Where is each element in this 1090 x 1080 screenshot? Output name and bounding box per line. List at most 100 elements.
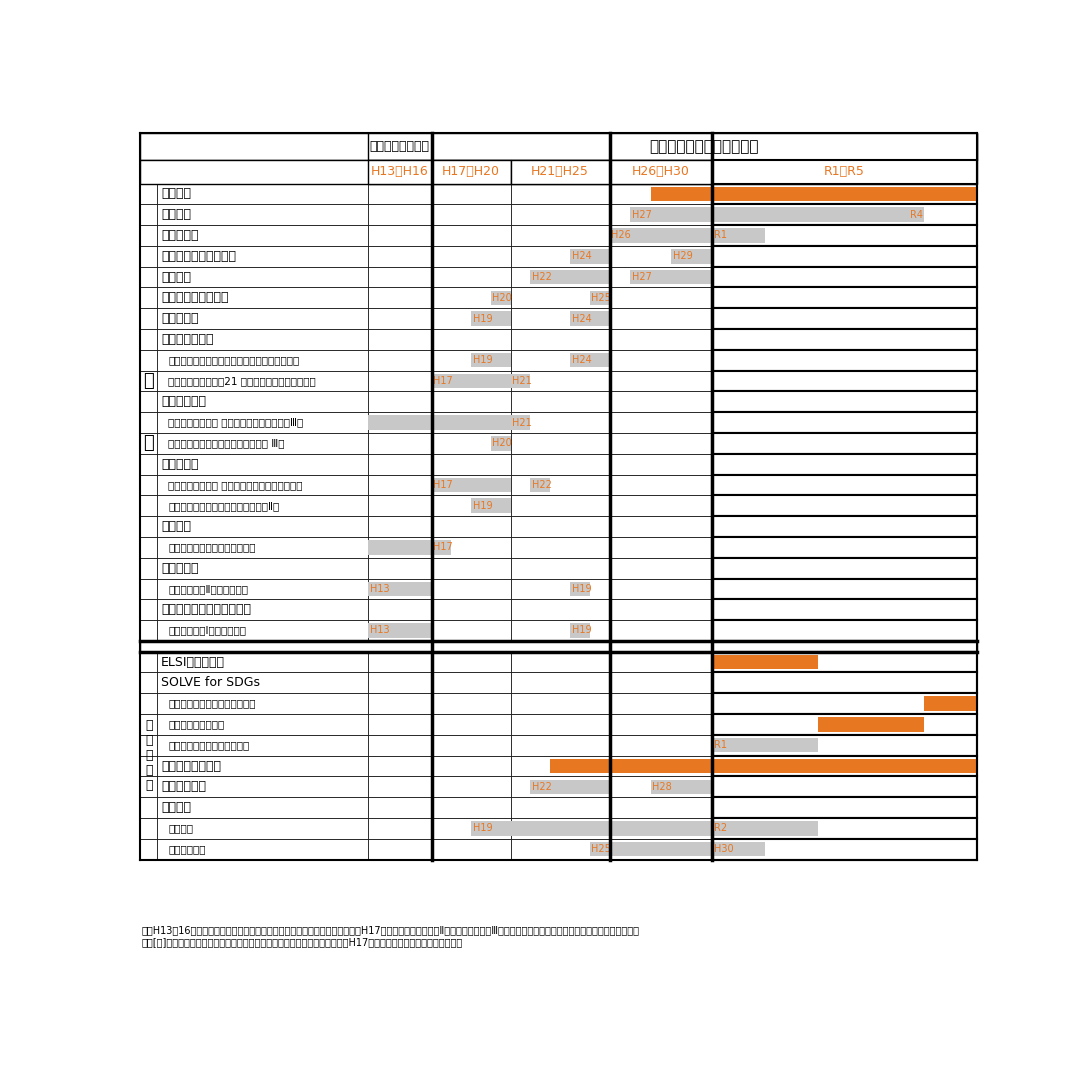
Bar xyxy=(141,433,157,454)
Bar xyxy=(712,308,977,329)
Bar xyxy=(157,777,368,797)
Bar xyxy=(712,413,977,433)
Bar xyxy=(712,228,765,243)
Bar xyxy=(141,433,977,454)
Bar xyxy=(368,714,432,734)
Bar xyxy=(609,579,712,599)
Text: 計画型研究開発［ミッションＰＧ Ⅲ］: 計画型研究開発［ミッションＰＧ Ⅲ］ xyxy=(168,438,284,448)
Bar xyxy=(141,797,157,818)
Bar xyxy=(609,184,712,204)
Bar xyxy=(368,579,432,599)
Bar xyxy=(141,246,977,267)
Bar xyxy=(712,673,977,693)
Bar xyxy=(510,329,609,350)
Bar xyxy=(712,693,977,714)
Bar xyxy=(157,204,368,225)
Bar xyxy=(510,287,609,308)
Bar xyxy=(609,777,712,797)
Bar xyxy=(712,207,924,222)
Bar xyxy=(368,161,432,184)
Bar xyxy=(432,797,510,818)
Bar xyxy=(141,474,157,496)
Bar xyxy=(630,270,712,284)
Bar xyxy=(141,516,157,537)
Text: 公募型研究開発　科学技術と社会の相互作用: 公募型研究開発 科学技術と社会の相互作用 xyxy=(168,355,300,365)
Text: H13～H16: H13～H16 xyxy=(371,165,428,178)
Text: H23: H23 xyxy=(552,761,571,771)
Bar xyxy=(157,818,368,839)
Bar xyxy=(712,537,977,557)
Bar xyxy=(531,270,609,284)
Bar xyxy=(712,756,977,777)
Bar xyxy=(651,780,712,794)
Text: H19: H19 xyxy=(473,313,493,324)
Text: H26～H30: H26～H30 xyxy=(632,165,690,178)
Bar xyxy=(141,329,977,350)
Bar xyxy=(712,620,977,640)
Bar xyxy=(368,557,432,579)
Text: R1～R5: R1～R5 xyxy=(824,165,865,178)
Bar xyxy=(157,620,368,640)
Text: 公募型研究開発　21 世紀の科学技術リテラシー: 公募型研究開発 21 世紀の科学技術リテラシー xyxy=(168,376,316,386)
Bar xyxy=(157,714,368,734)
Bar xyxy=(432,329,510,350)
Text: デジタルソーシャルトラスト: デジタルソーシャルトラスト xyxy=(168,699,255,708)
Text: H20: H20 xyxy=(493,293,512,302)
Bar xyxy=(712,391,977,413)
Bar xyxy=(510,391,609,413)
Bar xyxy=(609,537,712,557)
Text: SOLVE for SDGs: SOLVE for SDGs xyxy=(161,676,261,689)
Bar xyxy=(141,161,977,184)
Text: ミッションＰＧＩ（計画型）: ミッションＰＧＩ（計画型） xyxy=(168,542,255,552)
Bar xyxy=(141,184,157,204)
Bar xyxy=(510,161,609,184)
Bar xyxy=(609,370,712,391)
Text: シナリオ・ソリューション: シナリオ・ソリューション xyxy=(168,740,250,751)
Bar xyxy=(141,308,977,329)
Text: R4: R4 xyxy=(909,210,922,219)
Bar xyxy=(368,623,432,638)
Bar xyxy=(712,579,977,599)
Text: 脳科学と社会: 脳科学と社会 xyxy=(161,395,206,408)
Bar xyxy=(157,308,368,329)
Bar xyxy=(609,329,712,350)
Text: H17: H17 xyxy=(433,542,452,552)
Bar xyxy=(510,777,609,797)
Bar xyxy=(609,496,712,516)
Bar xyxy=(671,249,712,264)
Bar xyxy=(157,370,368,391)
Bar xyxy=(141,797,977,818)
Text: 循環型社会: 循環型社会 xyxy=(161,562,198,575)
Bar xyxy=(368,797,432,818)
Bar xyxy=(368,246,432,267)
Bar xyxy=(590,291,609,306)
Bar xyxy=(141,734,157,756)
Bar xyxy=(490,436,510,450)
Bar xyxy=(609,734,712,756)
Bar xyxy=(510,413,609,433)
Text: R5: R5 xyxy=(962,699,976,708)
Bar xyxy=(432,184,510,204)
Text: H22: H22 xyxy=(532,272,552,282)
Bar xyxy=(712,329,977,350)
Text: 計画型研究開発［ミッションＰＧⅡ］: 計画型研究開発［ミッションＰＧⅡ］ xyxy=(168,501,279,511)
Bar xyxy=(157,839,368,860)
Bar xyxy=(157,651,368,673)
Bar xyxy=(141,246,157,267)
Text: 公募型研究開発 脳科学と教育［研究領域Ⅲ］: 公募型研究開発 脳科学と教育［研究領域Ⅲ］ xyxy=(168,418,303,428)
Bar xyxy=(141,454,977,474)
Bar xyxy=(510,579,609,599)
Bar xyxy=(609,516,712,537)
Bar xyxy=(819,717,924,732)
Text: H21: H21 xyxy=(512,376,532,386)
Bar xyxy=(712,839,977,860)
Bar xyxy=(141,287,977,308)
Bar xyxy=(141,267,977,287)
Bar xyxy=(510,821,609,836)
Bar xyxy=(141,225,157,246)
Bar xyxy=(510,734,609,756)
Bar xyxy=(712,267,977,287)
Bar xyxy=(157,579,368,599)
Text: H17～H20: H17～H20 xyxy=(443,165,500,178)
Bar xyxy=(510,620,609,640)
